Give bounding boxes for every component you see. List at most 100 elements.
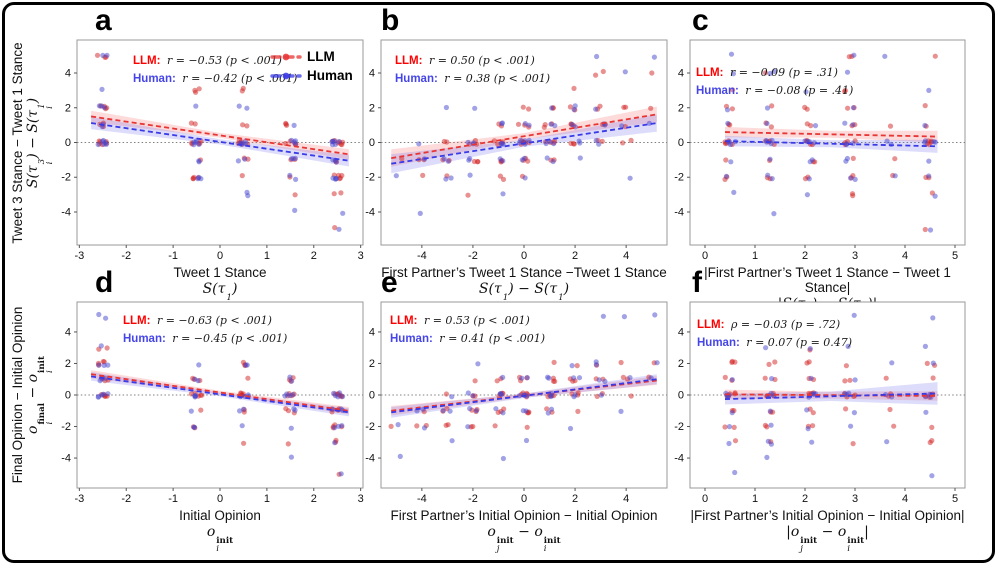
stats-line-human: Human: r = −0.08 (p = .41) [696, 82, 853, 100]
stats-value: r = −0.53 (p < .001) [163, 54, 282, 67]
trend-line-llm [724, 393, 938, 397]
scatter-human [95, 311, 346, 477]
svg-text:-2: -2 [365, 421, 375, 433]
svg-text:2: 2 [678, 358, 684, 370]
svg-text:3: 3 [358, 493, 364, 505]
svg-text:1: 1 [264, 493, 270, 505]
stats-series-label: LLM: [696, 67, 724, 79]
panel-letter-b: b [381, 4, 400, 37]
svg-text:-3: -3 [74, 493, 84, 505]
svg-text:-3: -3 [74, 250, 84, 262]
trend-line-human [724, 392, 938, 400]
stats-annotation-a: LLM: r = −0.53 (p < .001) Human: r = −0.4… [133, 52, 297, 88]
stats-value: r = −0.63 (p < .001) [153, 314, 272, 327]
x-axis-title-d: Initial Opinion o init i [77, 508, 363, 554]
svg-text:-4: -4 [674, 206, 684, 218]
stats-series-label: LLM: [395, 55, 423, 67]
stats-series-label: LLM: [123, 315, 151, 327]
legend-line-icon [270, 52, 302, 62]
human-legend-entry: Human [270, 66, 353, 85]
stats-series-label: LLM: [133, 55, 161, 67]
stats-line-llm: LLM: r = −0.53 (p < .001) [133, 52, 297, 70]
svg-text:2: 2 [311, 250, 317, 262]
ci-band-human [91, 116, 349, 167]
stats-value: r = 0.50 (p < .001) [425, 54, 535, 67]
stats-annotation-c: LLM: r = −0.09 (p = .31) Human: r = −0.08… [696, 64, 853, 100]
svg-text:2: 2 [572, 493, 578, 505]
svg-text:-4: -4 [61, 453, 71, 465]
svg-text:2: 2 [802, 493, 808, 505]
svg-text:1: 1 [264, 250, 270, 262]
plot-e: -4 -2 0 2 4 4 2 0 -2 -4 [355, 298, 673, 510]
svg-text:4: 4 [65, 68, 71, 80]
panel-letter-f: f [692, 266, 702, 299]
legend-line-icon [270, 71, 302, 81]
stats-series-label: Human: [133, 73, 176, 85]
stats-value: r = 0.38 (p < .001) [440, 72, 551, 85]
svg-text:3: 3 [852, 250, 858, 262]
svg-text:0: 0 [65, 137, 71, 149]
svg-text:4: 4 [678, 68, 684, 80]
svg-text:0: 0 [521, 493, 527, 505]
plot-svg-b: -4 -2 0 2 4 4 2 0 -2 -4 [365, 39, 668, 262]
ci-band-human [725, 135, 938, 153]
svg-text:4: 4 [902, 250, 908, 262]
trend-line-llm [90, 373, 350, 412]
svg-text:3: 3 [852, 493, 858, 505]
x-axis-title-text: |First Partner’s Initial Opinion − Initi… [690, 508, 965, 523]
x-axis-title-text: |First Partner’s Tweet 1 Stance − Tweet … [704, 265, 951, 295]
stats-line-human: Human: r = −0.45 (p < .001) [123, 330, 287, 348]
x-axis-title-f: |First Partner’s Initial Opinion − Initi… [690, 508, 965, 554]
trend-line-llm [391, 113, 657, 160]
svg-text:2: 2 [369, 358, 375, 370]
stats-series-label: Human: [390, 333, 433, 345]
stats-series-label: Human: [395, 73, 438, 85]
x-axis-title-math: o init j − o init i [487, 524, 561, 555]
stats-value: r = −0.08 (p = .41) [741, 84, 854, 97]
svg-text:2: 2 [311, 493, 317, 505]
stats-annotation-e: LLM: r = 0.53 (p < .001) Human: r = 0.41 … [390, 312, 545, 348]
stats-value: r = −0.45 (p < .001) [168, 332, 288, 345]
plot-svg-d: -3 -2 -1 0 1 2 3 4 2 0 -2 -4 [61, 301, 364, 505]
stats-value: r = 0.53 (p < .001) [420, 314, 530, 327]
svg-text:0: 0 [702, 493, 708, 505]
svg-text:2: 2 [572, 250, 578, 262]
trend-line-llm [724, 131, 938, 138]
svg-text:-2: -2 [674, 421, 684, 433]
svg-text:0: 0 [369, 390, 375, 402]
x-axis-title-text: First Partner’s Tweet 1 Stance −Tweet 1 … [381, 265, 667, 280]
svg-text:-4: -4 [417, 493, 427, 505]
stats-line-human: Human: r = 0.41 (p < .001) [390, 330, 545, 348]
svg-text:-2: -2 [674, 172, 684, 184]
svg-text:4: 4 [623, 493, 629, 505]
x-axis-title-b: First Partner’s Tweet 1 Stance −Tweet 1 … [381, 265, 667, 311]
trend-line-llm [90, 115, 350, 156]
stats-value: r = −0.42 (p < .001) [178, 72, 298, 85]
stats-value: ρ = −0.03 (p = .72) [727, 318, 841, 331]
stats-series-label: Human: [696, 85, 739, 97]
panel-letter-a: a [95, 4, 112, 37]
svg-text:4: 4 [623, 250, 629, 262]
trend-line-human [391, 378, 657, 414]
llm-legend-entry: LLM [270, 47, 353, 66]
svg-text:2: 2 [65, 102, 71, 114]
svg-text:0: 0 [678, 390, 684, 402]
panel-letter-c: c [692, 4, 709, 37]
stats-value: r = 0.07 (p = 0.47) [742, 336, 853, 349]
panel-letter-e: e [381, 266, 398, 299]
x-axis-title-math: |o init j − o init i | [786, 524, 869, 555]
stats-line-human: Human: r = 0.07 (p = 0.47) [697, 334, 852, 352]
svg-text:2: 2 [678, 102, 684, 114]
svg-text:0: 0 [678, 137, 684, 149]
stats-series-label: LLM: [390, 315, 418, 327]
stats-series-label: LLM: [697, 319, 725, 331]
x-axis-title-math: o init i [206, 524, 234, 555]
trend-line-human [90, 122, 350, 162]
x-axis-title-e: First Partner’s Initial Opinion − Initia… [381, 508, 667, 554]
svg-text:5: 5 [952, 493, 958, 505]
svg-text:0: 0 [702, 250, 708, 262]
svg-text:5: 5 [952, 250, 958, 262]
stats-line-llm: LLM: r = 0.50 (p < .001) [395, 52, 550, 70]
legend: LLM Human [270, 47, 353, 85]
